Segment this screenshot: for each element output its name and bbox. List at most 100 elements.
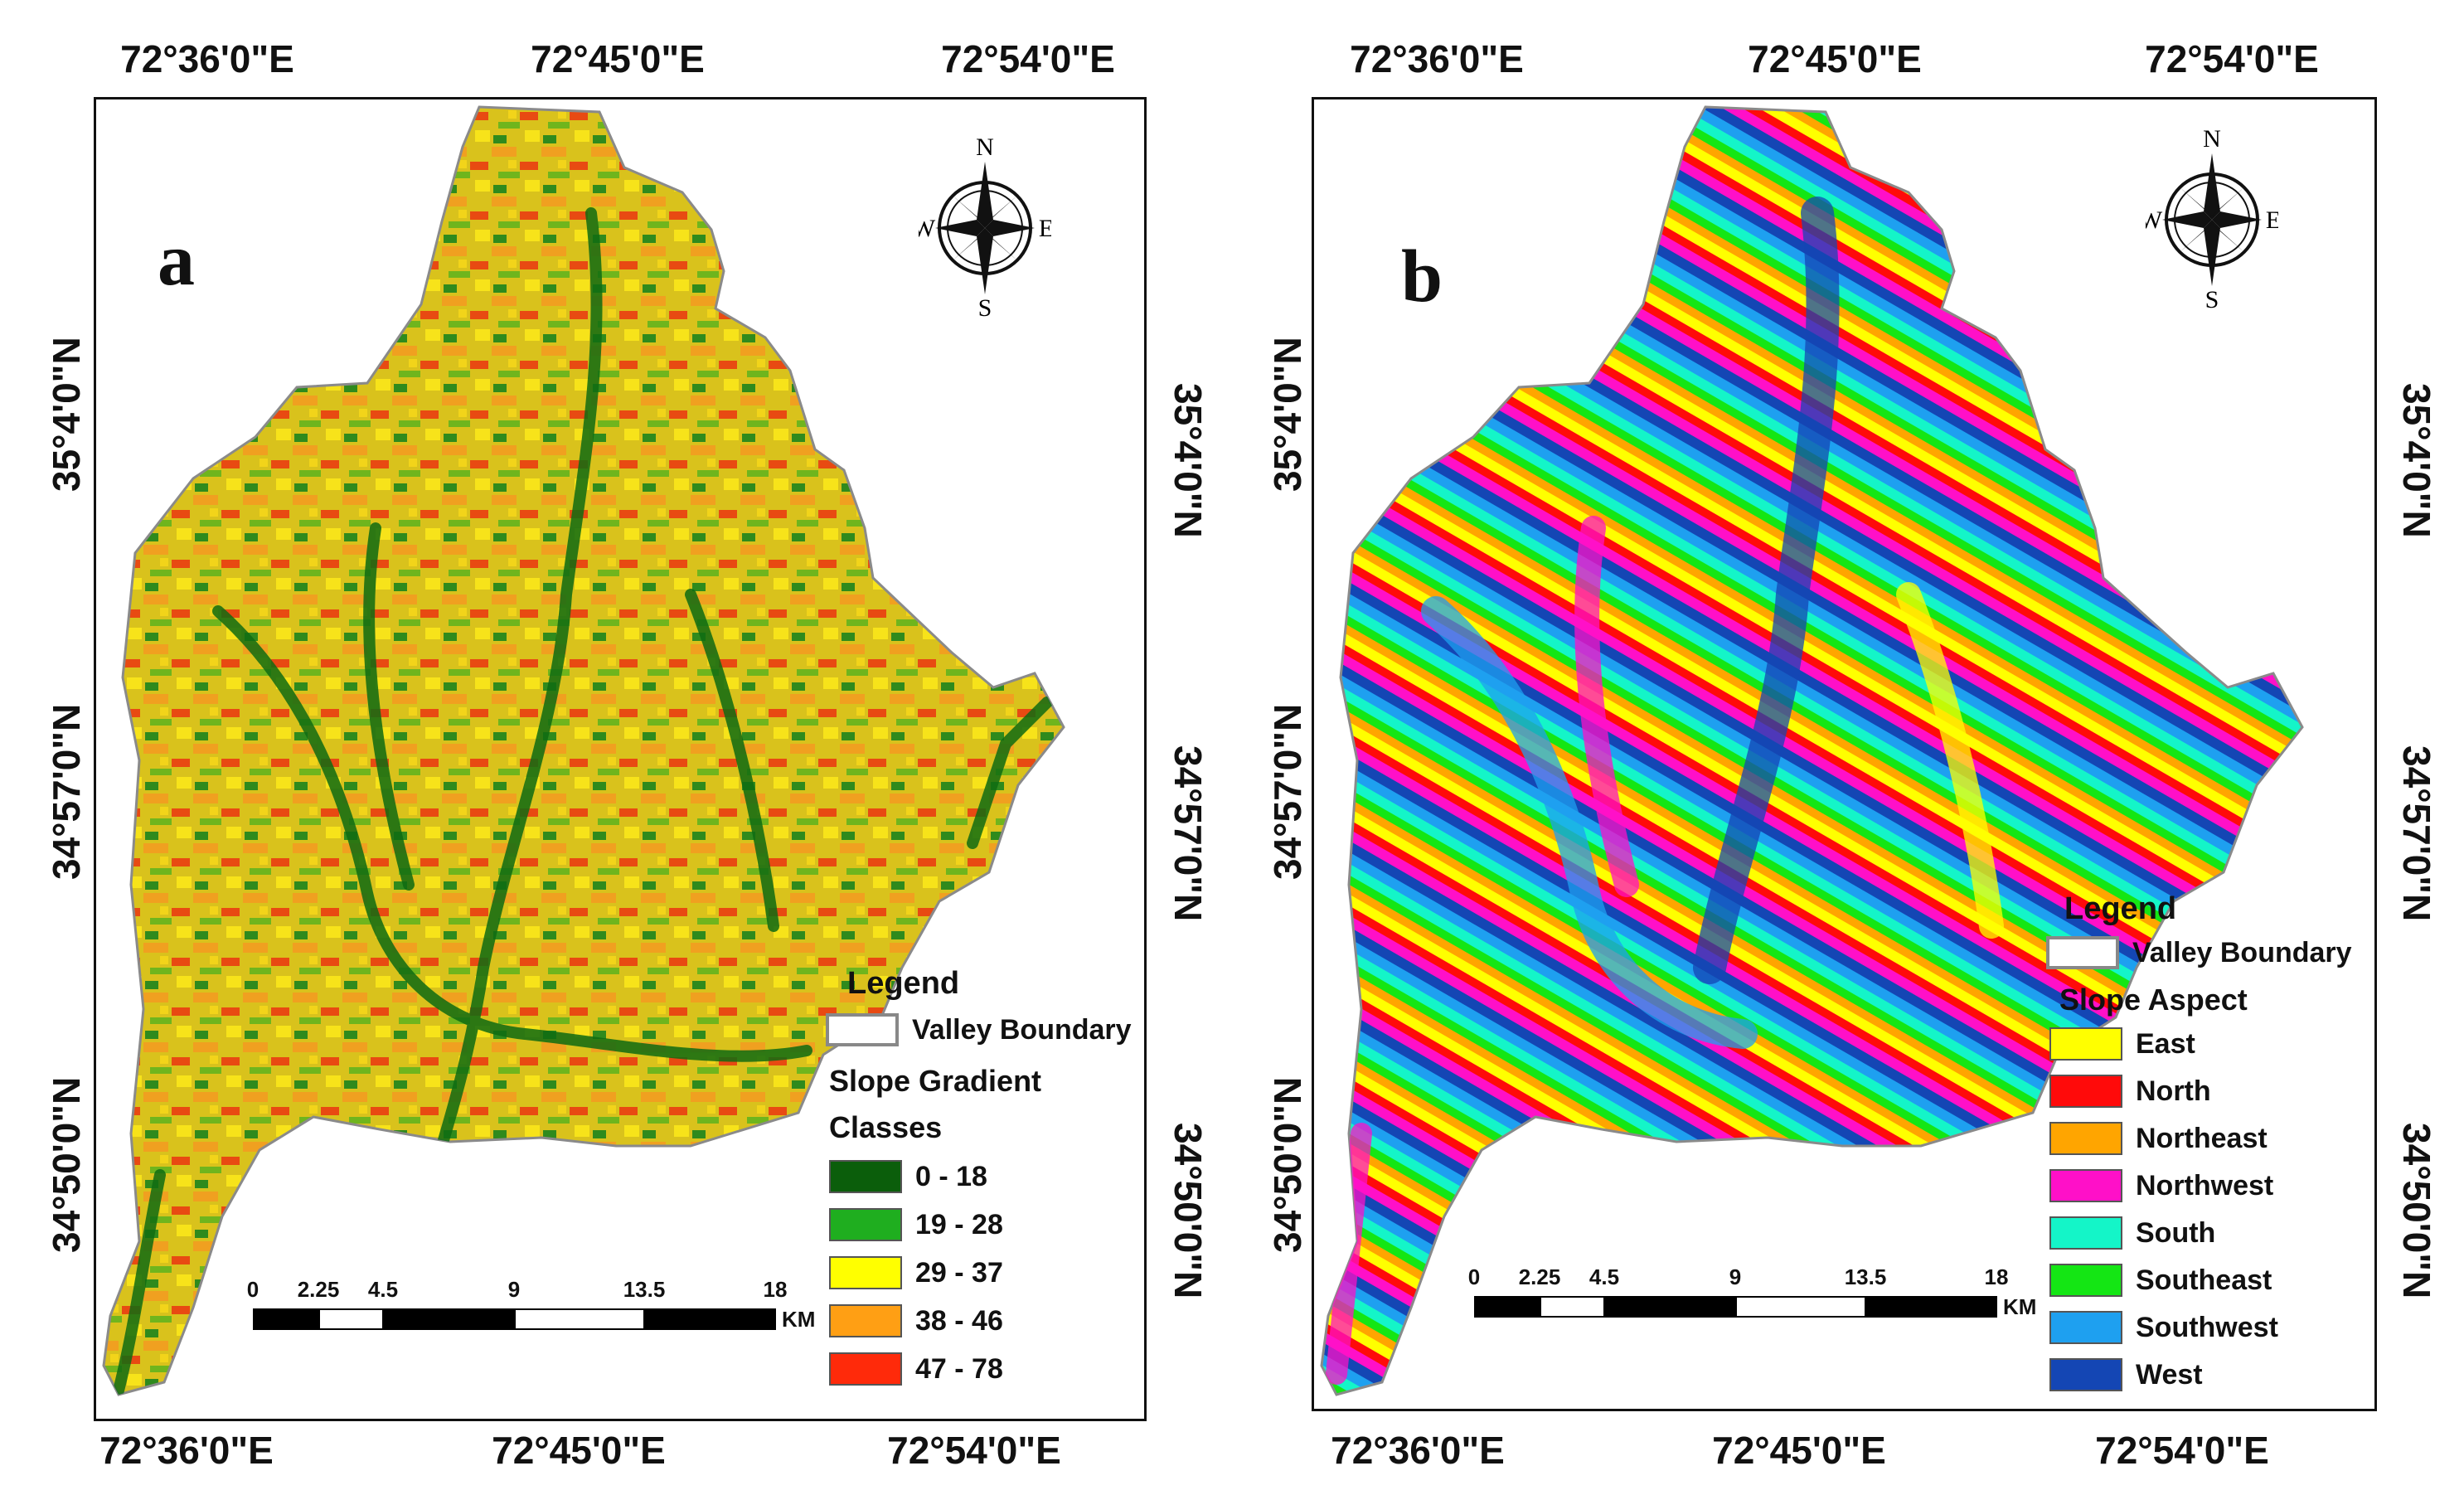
panel-a-legend-boundary: Valley Boundary: [826, 1013, 1132, 1046]
scale-b-segment: [1604, 1296, 1736, 1318]
panel-b-right-lat-1: 35°4'0"N: [2395, 382, 2438, 538]
panel-a-bottom-lon-3: 72°54'0"E: [887, 1429, 1061, 1472]
panel-a-bottom-lon-1: 72°36'0"E: [99, 1429, 274, 1472]
panel-a-left-lat-2: 34°57'0"N: [45, 703, 88, 881]
compass-a-w: W: [919, 215, 936, 242]
panel-b-top-lon-2: 72°45'0"E: [1748, 37, 1922, 80]
panel-b-legend: Legend Valley Boundary Slope Aspect East…: [2046, 891, 2378, 1405]
scale-a-tick: 9: [507, 1277, 521, 1302]
panel-a-right-lat-3: 34°50'0"N: [1167, 1122, 1210, 1299]
panel-a-legend-heading-2: Classes: [829, 1110, 943, 1144]
scale-a-tick: 2.25: [297, 1277, 340, 1302]
panel-b-left-lat-3: 34°50'0"N: [1266, 1076, 1309, 1254]
panel-a-scale-bar: 0 2.25 4.5 9 13.5 18 KM: [247, 1277, 833, 1343]
scale-b-unit: KM: [2003, 1294, 2037, 1319]
panel-b-bottom-lon-1: 72°36'0"E: [1331, 1429, 1505, 1472]
scale-b-segment: [1540, 1296, 1605, 1318]
legend-label: Southeast: [2136, 1264, 2272, 1296]
panel-b-legend-item: Southwest: [2049, 1311, 2278, 1344]
legend-swatch: [2049, 1122, 2122, 1155]
panel-b-scale-bar: 0 2.25 4.5 9 13.5 18 KM: [1468, 1264, 2054, 1331]
panel-b-bottom-lon-2: 72°45'0"E: [1712, 1429, 1886, 1472]
panel-a-left-lat-1: 35°4'0"N: [45, 337, 88, 493]
panel-b-legend-item: West: [2049, 1358, 2203, 1391]
panel-b-bottom-lon-3: 72°54'0"E: [2095, 1429, 2269, 1472]
scale-b-tick: 0: [1467, 1264, 1481, 1289]
compass-b-s: S: [2205, 286, 2219, 311]
panel-b-boundary-label: Valley Boundary: [2132, 936, 2352, 968]
slope-gradient-map: [102, 105, 1065, 1396]
panel-b-top-lon-1: 72°36'0"E: [1350, 37, 1524, 80]
legend-label: Northeast: [2136, 1122, 2268, 1154]
legend-swatch: [829, 1352, 902, 1386]
compass-a-s: S: [978, 294, 992, 319]
legend-label: Southwest: [2136, 1311, 2278, 1343]
scale-a-segment: [514, 1308, 645, 1330]
scale-a-unit: KM: [782, 1307, 816, 1332]
legend-swatch: [2049, 1358, 2122, 1391]
panel-b-legend-item: East: [2049, 1027, 2195, 1061]
panel-a-bottom-lon-2: 72°45'0"E: [492, 1429, 666, 1472]
scale-b-tick: 2.25: [1518, 1264, 1561, 1289]
legend-label: 38 - 46: [915, 1304, 1003, 1337]
panel-a-legend-item: 29 - 37: [829, 1256, 1003, 1289]
scale-a-segment: [253, 1308, 319, 1330]
legend-label: West: [2136, 1358, 2203, 1391]
panel-a-legend-item: 19 - 28: [829, 1208, 1003, 1241]
panel-a-top-lon-2: 72°45'0"E: [531, 37, 705, 80]
legend-label: South: [2136, 1216, 2216, 1249]
scale-a-tick: 18: [763, 1277, 788, 1302]
panel-b-legend-item: South: [2049, 1216, 2215, 1250]
scale-a-tick: 13.5: [623, 1277, 666, 1302]
legend-swatch: [2049, 1216, 2122, 1250]
compass-a-e: E: [1039, 215, 1051, 242]
slope-aspect-map: [1320, 105, 2304, 1396]
panel-b-legend-item: North: [2049, 1075, 2211, 1108]
panel-b-right-lat-3: 34°50'0"N: [2395, 1122, 2438, 1299]
panel-a-legend-item: 47 - 78: [829, 1352, 1003, 1386]
panel-b-legend-heading: Slope Aspect: [2059, 983, 2248, 1017]
panel-b-legend-boundary: Valley Boundary: [2046, 936, 2352, 969]
scale-a-tick: 4.5: [367, 1277, 399, 1302]
legend-swatch: [829, 1256, 902, 1289]
scale-a-tick: 0: [246, 1277, 259, 1302]
panel-b-left-lat-2: 34°57'0"N: [1266, 703, 1309, 881]
panel-b-top-lon-3: 72°54'0"E: [2145, 37, 2319, 80]
panel-a-legend-item: 38 - 46: [829, 1304, 1003, 1337]
legend-swatch: [829, 1304, 902, 1337]
scale-b-tick: 18: [1984, 1264, 2009, 1289]
panel-a-top-lon-3: 72°54'0"E: [941, 37, 1115, 80]
north-arrow-compass-icon: N S W E: [919, 137, 1051, 319]
compass-b-w: W: [2146, 206, 2163, 234]
panel-a-legend-title: Legend: [847, 966, 960, 1001]
scale-b-tick: 9: [1729, 1264, 1742, 1289]
legend-swatch: [829, 1160, 902, 1193]
compass-b-n: N: [2203, 129, 2221, 153]
boundary-swatch: [2046, 936, 2119, 969]
scale-a-segment: [318, 1308, 384, 1330]
panel-a-left-lat-3: 34°50'0"N: [45, 1076, 88, 1254]
boundary-swatch: [826, 1013, 899, 1046]
panel-a-letter: a: [158, 219, 195, 301]
scale-a-segment: [383, 1308, 515, 1330]
panel-b-legend-item: Northwest: [2049, 1169, 2273, 1202]
panel-b-legend-item: Northeast: [2049, 1122, 2268, 1155]
panel-b-legend-title: Legend: [2064, 891, 2177, 926]
panel-a-right-lat-1: 35°4'0"N: [1167, 382, 1210, 538]
legend-swatch: [829, 1208, 902, 1241]
scale-b-segment: [1735, 1296, 1866, 1318]
panel-a-legend-item: 0 - 18: [829, 1160, 987, 1193]
scale-b-tick: 13.5: [1844, 1264, 1887, 1289]
legend-label: 0 - 18: [915, 1160, 987, 1192]
scale-b-tick: 4.5: [1589, 1264, 1620, 1289]
panel-b-letter: b: [1401, 235, 1443, 318]
legend-label: East: [2136, 1027, 2195, 1060]
compass-a-n: N: [976, 137, 994, 161]
legend-swatch: [2049, 1264, 2122, 1297]
panel-b-legend-item: Southeast: [2049, 1264, 2272, 1297]
panel-a-legend-heading-1: Slope Gradient: [829, 1064, 1042, 1098]
panel-b-right-lat-2: 34°57'0"N: [2395, 745, 2438, 922]
legend-swatch: [2049, 1027, 2122, 1061]
scale-a-segment: [644, 1308, 776, 1330]
